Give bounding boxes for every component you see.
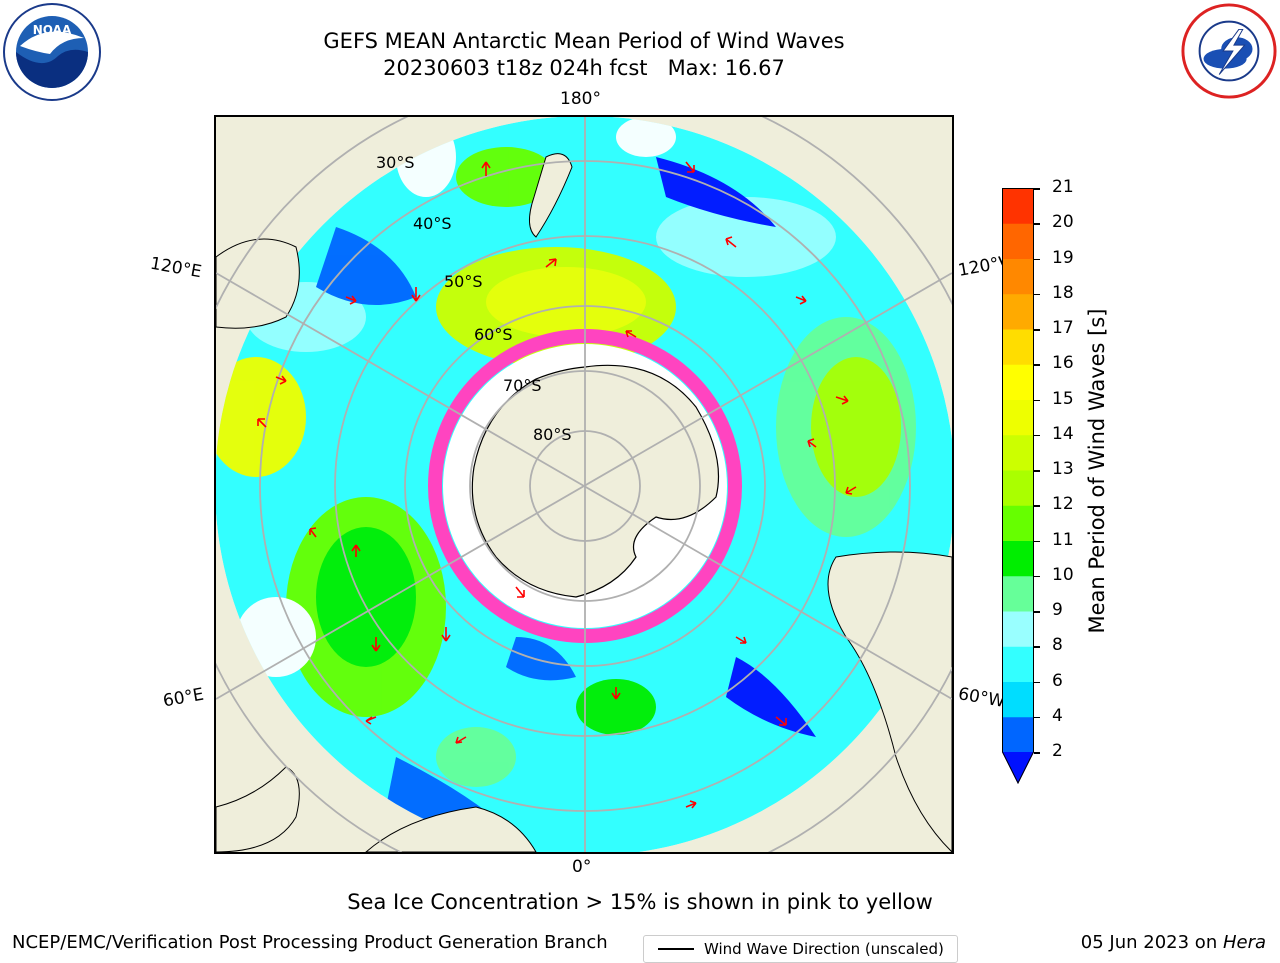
lat-label-30s: 30°S	[376, 153, 415, 172]
colorbar-outline	[1002, 188, 1034, 784]
colorbar-bin	[1002, 364, 1034, 400]
colorbar-bin	[1002, 399, 1034, 436]
colorbar-bin	[1002, 575, 1034, 612]
map-canvas	[174, 75, 996, 897]
colorbar-tick-label: 11	[1052, 529, 1074, 550]
lon-label-180: 180°	[560, 89, 601, 109]
antarctica-landmass	[471, 364, 719, 598]
legend-label: Wind Wave Direction (unscaled)	[704, 940, 944, 958]
colorbar-tick-mark	[1034, 646, 1040, 648]
colorbar-tick-mark	[1034, 223, 1040, 225]
credit-machine: Hera	[1222, 932, 1266, 953]
colorbar-tick-mark	[1034, 575, 1040, 578]
australia-landmass	[215, 238, 300, 329]
colorbar-bin	[1002, 188, 1034, 224]
colorbar-tick-mark	[1034, 364, 1040, 366]
colorbar-bin	[1002, 681, 1034, 718]
colorbar-tick-mark	[1034, 611, 1040, 613]
colorbar-tick-mark	[1034, 716, 1040, 719]
lon-label-0: 0°	[572, 857, 592, 877]
colorbar-bin	[1002, 505, 1034, 541]
nws-logo	[1181, 3, 1277, 99]
colorbar-tick-label: 6	[1052, 670, 1063, 691]
colorbar-bin	[1002, 646, 1034, 682]
colorbar-tick-label: 19	[1052, 247, 1074, 268]
colorbar-bin	[1002, 470, 1034, 506]
map-legend: Wind Wave Direction (unscaled)	[643, 935, 958, 963]
colorbar-tick-label: 4	[1052, 705, 1063, 726]
colorbar-tick-mark	[1034, 752, 1040, 754]
colorbar-bin	[1002, 540, 1034, 577]
credit-branch: NCEP/EMC/Verification Post Processing Pr…	[12, 932, 608, 953]
chart-subtitle: 20230603 t18z 024h fcst Max: 16.67	[383, 56, 785, 80]
lat-label-60s: 60°S	[474, 325, 513, 344]
svg-text:NOAA: NOAA	[33, 23, 72, 37]
colorbar-bin	[1002, 329, 1034, 365]
colorbar-bin	[1002, 434, 1034, 471]
credit-date: 05 Jun 2023 on Hera	[1080, 932, 1266, 953]
colorbar-tick-mark	[1034, 188, 1040, 190]
colorbar-tick-label: 16	[1052, 353, 1074, 374]
colorbar-tick-mark	[1034, 329, 1040, 331]
colorbar-bin	[1002, 293, 1034, 330]
polar-map: Wind Wave Direction (unscaled)	[174, 75, 996, 963]
colorbar-tick-label: 12	[1052, 494, 1074, 515]
sea-ice-footnote: Sea Ice Concentration > 15% is shown in …	[347, 890, 933, 914]
colorbar-bin	[1002, 611, 1034, 647]
lon-label-120e: 120°E	[148, 253, 204, 283]
chart-title: GEFS MEAN Antarctic Mean Period of Wind …	[323, 29, 845, 53]
colorbar-bin	[1002, 716, 1034, 753]
colorbar-tick-label: 9	[1052, 600, 1063, 620]
colorbar-tick-label: 17	[1052, 318, 1074, 338]
legend-line-swatch	[658, 948, 694, 950]
lat-label-50s: 50°S	[444, 272, 483, 291]
colorbar-tick-mark	[1034, 293, 1040, 296]
lon-label-60w: 60°W	[956, 684, 1007, 712]
colorbar	[1002, 188, 1034, 784]
colorbar-tick-mark	[1034, 681, 1040, 683]
colorbar-tick-label: 8	[1052, 635, 1063, 656]
colorbar-tick-label: 21	[1052, 177, 1074, 197]
colorbar-tick-mark	[1034, 399, 1040, 401]
colorbar-tick-label: 2	[1052, 741, 1063, 761]
africa-landmass	[215, 766, 300, 853]
colorbar-tick-label: 15	[1052, 388, 1074, 409]
colorbar-tick-mark	[1034, 258, 1040, 260]
lat-label-40s: 40°S	[413, 214, 452, 233]
colorbar-tick-label: 14	[1052, 423, 1074, 444]
colorbar-under-triangle	[1002, 752, 1034, 784]
south-america-landmass	[827, 551, 953, 854]
africa-south-landmass	[364, 806, 537, 853]
colorbar-tick-label: 13	[1052, 459, 1074, 479]
lat-label-70s: 70°S	[503, 376, 542, 395]
colorbar-label: Mean Period of Wind Waves [s]	[1085, 308, 1109, 634]
new-zealand-landmass	[529, 153, 573, 238]
colorbar-tick-label: 10	[1052, 564, 1074, 585]
colorbar-tick-mark	[1034, 505, 1040, 507]
noaa-logo: NOAA	[3, 3, 101, 101]
lat-label-80s: 80°S	[533, 425, 572, 444]
wave-direction-arrows	[257, 161, 857, 857]
colorbar-tick-label: 18	[1052, 282, 1074, 303]
colorbar-bin	[1002, 223, 1034, 259]
colorbar-tick-label: 20	[1052, 212, 1074, 233]
colorbar-tick-mark	[1034, 434, 1040, 437]
colorbar-tick-mark	[1034, 470, 1040, 472]
colorbar-bin	[1002, 258, 1034, 295]
lon-label-60e: 60°E	[161, 684, 206, 712]
colorbar-tick-mark	[1034, 540, 1040, 542]
